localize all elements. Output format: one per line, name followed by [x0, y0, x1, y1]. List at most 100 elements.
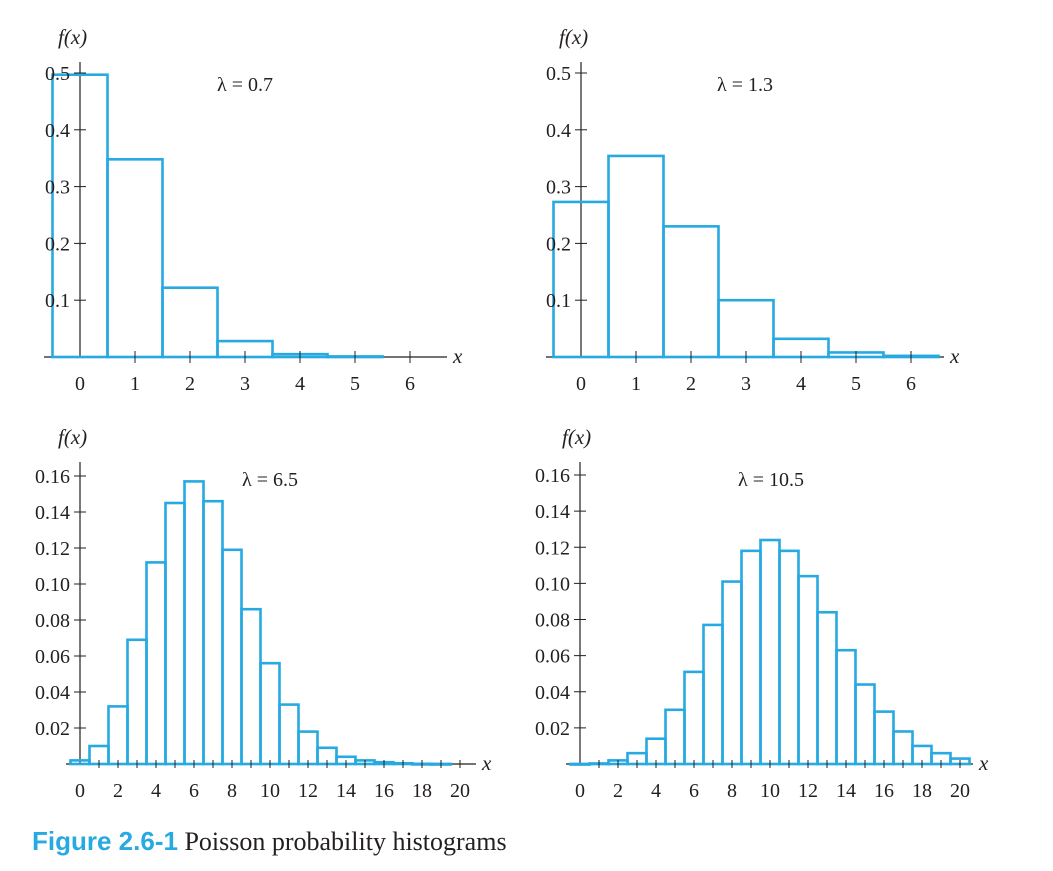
histogram-bar	[126, 638, 148, 766]
histogram-bar	[664, 708, 686, 766]
histogram-bar	[278, 703, 300, 766]
x-tick-label: 5	[851, 373, 861, 395]
x-axis-title: x	[949, 344, 960, 368]
histogram-lambda-6-5: 0 2 4 6 8 10 12 14 16 18 20 0.02 0.04 0.06 0.08 0.10 0.1…	[35, 425, 492, 802]
lambda-label: λ = 10.5	[738, 469, 804, 491]
lambda-label: λ = 1.3	[717, 74, 773, 96]
y-tick-label: 0.5	[45, 63, 70, 85]
y-tick-label: 0.14	[35, 502, 70, 524]
histogram-bar	[161, 286, 219, 359]
y-tick-label: 0.10	[535, 573, 570, 595]
x-tick-label: 6	[189, 780, 199, 802]
histogram-bar	[259, 661, 281, 766]
histogram-bar	[240, 607, 262, 766]
x-tick-label: 20	[950, 780, 970, 802]
y-tick-label: 0.02	[35, 718, 70, 740]
x-tick-label: 18	[912, 780, 932, 802]
histogram-bar	[721, 580, 743, 766]
histogram-bar	[107, 705, 129, 766]
histogram-bar	[183, 480, 205, 766]
y-tick-label: 0.14	[535, 501, 570, 523]
x-tick-label: 4	[295, 373, 305, 395]
y-tick-label: 0.1	[45, 290, 70, 312]
y-tick-label: 0.12	[35, 538, 70, 560]
y-tick-label: 0.16	[35, 466, 70, 488]
histogram-bar	[683, 670, 705, 766]
x-tick-label: 14	[336, 780, 356, 802]
y-tick-label: 0.16	[535, 465, 570, 487]
y-axis-title: f(x)	[562, 425, 591, 449]
histogram-bar	[569, 762, 591, 766]
histogram-bar	[873, 710, 895, 766]
y-axis-title: f(x)	[58, 425, 87, 449]
y-axis-title: f(x)	[58, 25, 87, 49]
y-tick-label: 0.04	[35, 682, 70, 704]
y-tick-label: 0.2	[45, 233, 70, 255]
histogram-bar	[835, 648, 857, 766]
lambda-label: λ = 0.7	[217, 74, 273, 96]
y-tick-label: 0.2	[546, 233, 571, 255]
x-tick-label: 4	[651, 780, 661, 802]
x-axis-title: x	[978, 751, 989, 775]
y-tick-label: 0.4	[546, 120, 571, 142]
histogram-bar	[297, 730, 319, 766]
x-tick-label: 5	[350, 373, 360, 395]
histogram-bar	[778, 549, 800, 766]
y-axis-title: f(x)	[559, 25, 588, 49]
x-tick-label: 0	[75, 780, 85, 802]
x-tick-label: 8	[227, 780, 237, 802]
x-tick-label: 10	[260, 780, 280, 802]
histogram-bar	[145, 561, 167, 766]
x-tick-label: 2	[686, 373, 696, 395]
x-tick-label: 6	[405, 373, 415, 395]
histogram-lambda-10-5: 0 2 4 6 8 10 12 14 16 18 20 0.02 0.04 0.06 0.08 0.10 0.1…	[535, 425, 989, 802]
x-tick-label: 2	[185, 373, 195, 395]
histogram-bar	[202, 499, 224, 766]
x-tick-label: 12	[798, 780, 818, 802]
x-tick-label: 20	[450, 780, 470, 802]
x-tick-label: 0	[75, 373, 85, 395]
y-tick-label: 0.08	[35, 610, 70, 632]
y-tick-label: 0.3	[45, 177, 70, 199]
histogram-bar	[607, 154, 665, 359]
x-tick-label: 6	[906, 373, 916, 395]
x-tick-label: 4	[151, 780, 161, 802]
x-tick-label: 3	[240, 373, 250, 395]
y-tick-label: 0.4	[45, 120, 70, 142]
histogram-bar	[797, 574, 819, 766]
x-axis-title: x	[481, 751, 492, 775]
histogram-bar	[892, 730, 914, 766]
y-tick-label: 0.08	[535, 610, 570, 632]
histogram-bar	[816, 610, 838, 766]
histogram-lambda-0-7: 0 1 2 3 4 5 6 0.1 0.2 0.3 0.4 0.5 f(x) x λ = 0.7	[44, 25, 463, 395]
x-tick-label: 18	[412, 780, 432, 802]
x-tick-label: 4	[796, 373, 806, 395]
y-tick-label: 0.02	[535, 718, 570, 740]
x-tick-label: 0	[576, 373, 586, 395]
figure-caption-text: Poisson probability histograms	[184, 827, 507, 856]
figure-number: Figure 2.6-1	[32, 826, 178, 856]
x-tick-label: 1	[130, 373, 140, 395]
histogram-lambda-1-3: 0 1 2 3 4 5 6 0.1 0.2 0.3 0.4 0.5 f(x) x λ = 1.3	[546, 25, 960, 395]
y-tick-label: 0.04	[535, 682, 570, 704]
histogram-bar	[740, 549, 762, 766]
y-tick-label: 0.10	[35, 574, 70, 596]
y-tick-label: 0.3	[546, 177, 571, 199]
histogram-bar	[854, 683, 876, 766]
x-tick-label: 10	[760, 780, 780, 802]
x-tick-label: 8	[727, 780, 737, 802]
figure-caption: Figure 2.6-1 Poisson probability histogr…	[32, 826, 507, 857]
histogram-bar	[221, 548, 243, 766]
x-tick-label: 1	[631, 373, 641, 395]
x-tick-label: 16	[374, 780, 394, 802]
x-axis-title: x	[452, 344, 463, 368]
histogram-bar	[717, 298, 775, 359]
y-tick-label: 0.5	[546, 63, 571, 85]
x-tick-label: 2	[613, 780, 623, 802]
x-tick-label: 12	[298, 780, 318, 802]
y-tick-label: 0.1	[546, 290, 571, 312]
histogram-bar	[702, 623, 724, 766]
x-tick-label: 6	[689, 780, 699, 802]
x-tick-label: 16	[874, 780, 894, 802]
lambda-label: λ = 6.5	[242, 469, 298, 491]
